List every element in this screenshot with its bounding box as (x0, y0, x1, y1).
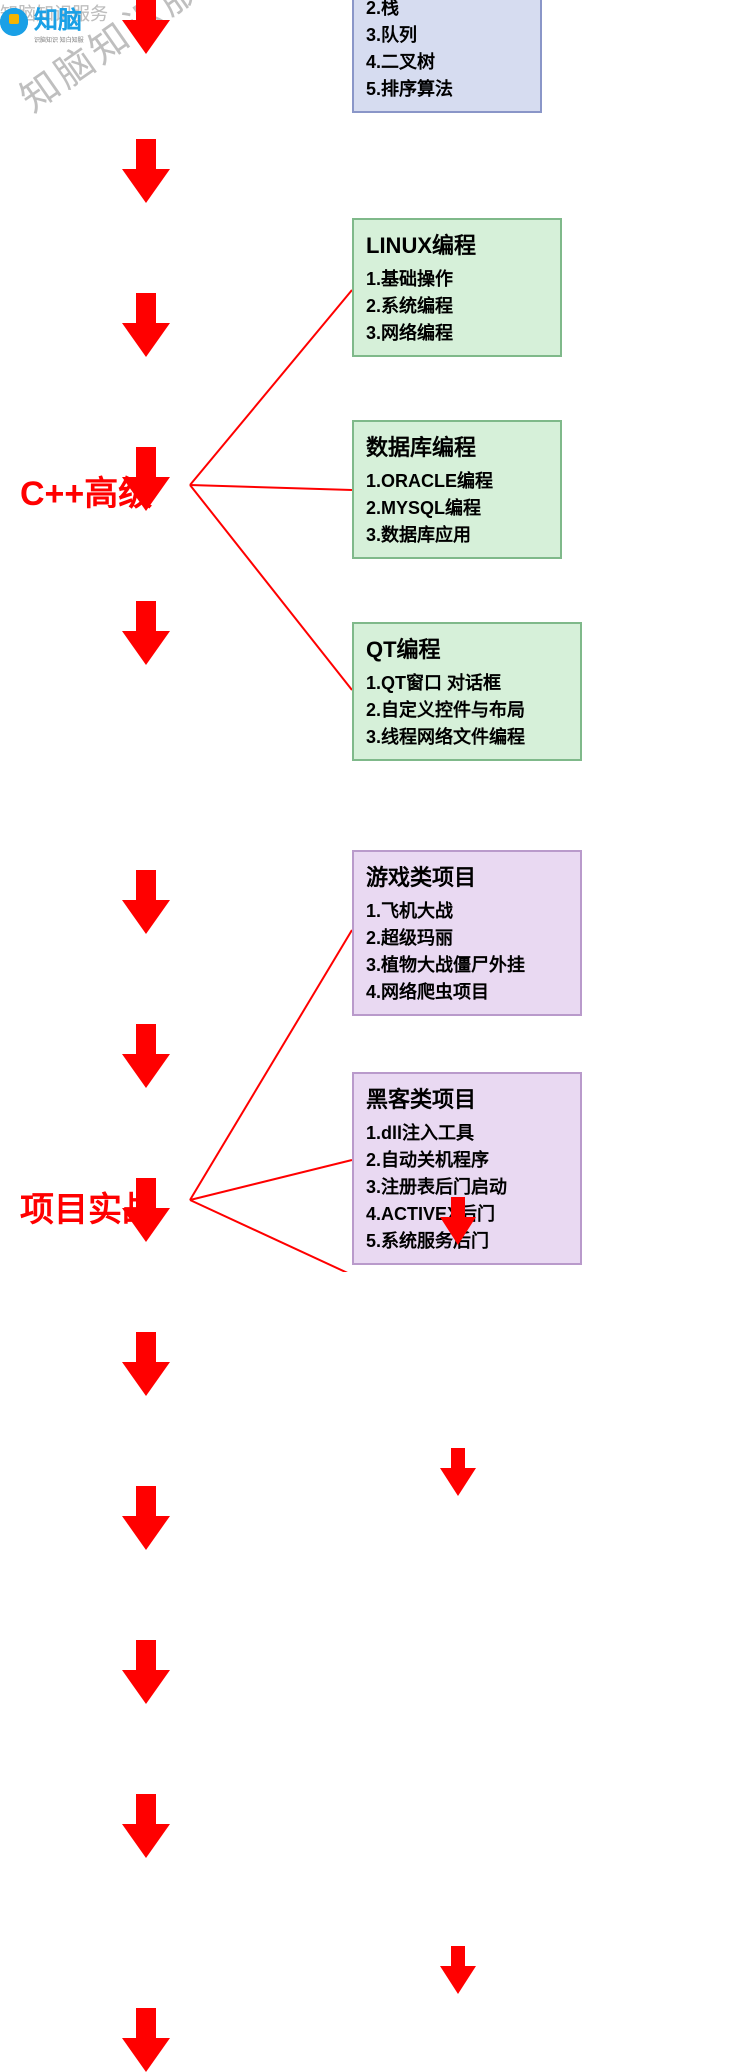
box-title: 黑客类项目 (366, 1082, 568, 1114)
box-item: 2.超级玛丽 (366, 925, 568, 952)
box-item: 4.网络爬虫项目 (366, 979, 568, 1006)
box-item: 2.栈 (366, 0, 528, 22)
box-title: 数据库编程 (366, 430, 548, 462)
flow-arrow-down (122, 1332, 170, 1396)
flow-arrow-down (122, 2008, 170, 2072)
flow-arrow-down (122, 1024, 170, 1088)
box-data-structures: 2.栈3.队列4.二叉树5.排序算法 (352, 0, 542, 113)
box-item: 1.QT窗口 对话框 (366, 670, 568, 697)
box-item: 2.系统编程 (366, 293, 548, 320)
flow-arrow-down (122, 139, 170, 203)
box-item: 3.数据库应用 (366, 522, 548, 549)
box-title: 游戏类项目 (366, 860, 568, 892)
box-item: 4.二叉树 (366, 49, 528, 76)
box-game-projects: 游戏类项目 1.飞机大战2.超级玛丽3.植物大战僵尸外挂4.网络爬虫项目 (352, 850, 582, 1016)
flow-arrow-down (122, 870, 170, 934)
flow-arrow-down (122, 293, 170, 357)
box-item: 2.MYSQL编程 (366, 495, 548, 522)
flow-arrow-down (440, 1448, 476, 1496)
flow-arrow-down (122, 447, 170, 511)
flow-arrow-down (122, 1178, 170, 1242)
box-item: 3.植物大战僵尸外挂 (366, 952, 568, 979)
logo-subtitle: 识脑知识 知白知服 (34, 35, 84, 44)
box-database: 数据库编程 1.ORACLE编程2.MYSQL编程3.数据库应用 (352, 420, 562, 559)
box-title: LINUX编程 (366, 228, 548, 260)
box-item: 1.飞机大战 (366, 898, 568, 925)
box-item: 3.线程网络文件编程 (366, 724, 568, 751)
flow-arrow-down (440, 1197, 476, 1245)
box-item: 1.dll注入工具 (366, 1120, 568, 1147)
box-item: 1.基础操作 (366, 266, 548, 293)
flow-arrow-down (122, 601, 170, 665)
box-item: 3.网络编程 (366, 320, 548, 347)
flow-arrow-down (122, 0, 170, 54)
box-linux: LINUX编程 1.基础操作2.系统编程3.网络编程 (352, 218, 562, 357)
logo-left: 知脑 识脑知识 知白知服 (0, 0, 84, 44)
box-item: 2.自定义控件与布局 (366, 697, 568, 724)
box-item: 3.队列 (366, 22, 528, 49)
logo-text: 知脑 (34, 0, 84, 35)
box-item: 2.自动关机程序 (366, 1147, 568, 1174)
flow-arrow-down (122, 1640, 170, 1704)
brain-icon (0, 8, 28, 36)
box-item: 5.排序算法 (366, 76, 528, 103)
box-qt: QT编程 1.QT窗口 对话框2.自定义控件与布局3.线程网络文件编程 (352, 622, 582, 761)
flow-arrow-down (122, 1486, 170, 1550)
box-title: QT编程 (366, 632, 568, 664)
flow-arrow-down (122, 1794, 170, 1858)
box-item: 1.ORACLE编程 (366, 468, 548, 495)
flow-arrow-down (440, 1946, 476, 1994)
